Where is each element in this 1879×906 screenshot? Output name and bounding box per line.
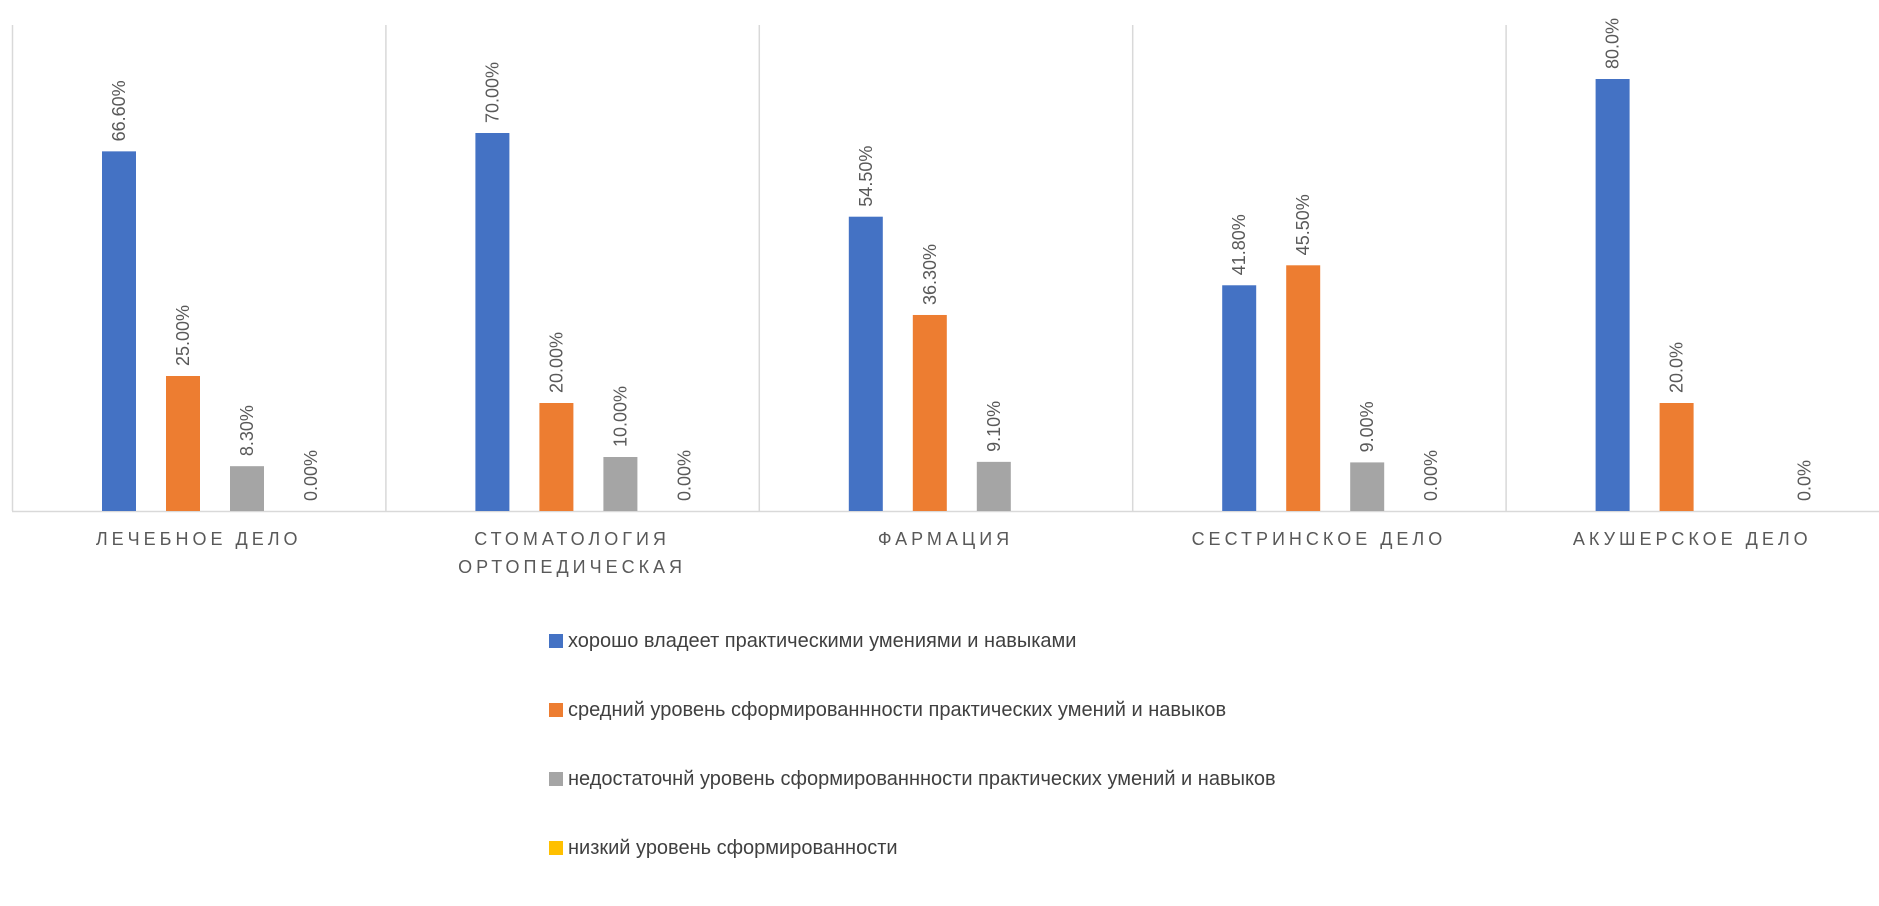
bar-series1 bbox=[1222, 285, 1256, 511]
category-label: ЛЕЧЕБНОЕ ДЕЛО bbox=[96, 529, 302, 549]
data-label: 45.50% bbox=[1293, 194, 1313, 255]
legend-swatch-low bbox=[549, 841, 563, 855]
data-label: 80.0% bbox=[1603, 18, 1623, 69]
bar-series2 bbox=[539, 403, 573, 511]
data-label: 41.80% bbox=[1229, 214, 1249, 275]
data-label: 10.00% bbox=[610, 386, 630, 447]
category-label: ОРТОПЕДИЧЕСКАЯ bbox=[458, 557, 686, 577]
data-label: 70.00% bbox=[482, 62, 502, 123]
category-label: СЕСТРИНСКОЕ ДЕЛО bbox=[1192, 529, 1447, 549]
data-label: 0.00% bbox=[1421, 450, 1441, 501]
bar-series2 bbox=[166, 376, 200, 511]
data-label: 9.00% bbox=[1357, 401, 1377, 452]
category-label: ФАРМАЦИЯ bbox=[878, 529, 1013, 549]
data-label: 20.00% bbox=[546, 332, 566, 393]
data-label: 36.30% bbox=[920, 244, 940, 305]
data-label: 0.0% bbox=[1795, 460, 1815, 501]
bar-series1 bbox=[475, 133, 509, 511]
bar-series3 bbox=[603, 457, 637, 511]
bar-series3 bbox=[230, 466, 264, 511]
data-label: 20.0% bbox=[1667, 342, 1687, 393]
legend-item-insufficient: недостаточнй уровень сформированнности п… bbox=[549, 768, 1449, 837]
legend-swatch-good bbox=[549, 634, 563, 648]
legend-label-low: низкий уровень сформированности bbox=[568, 837, 898, 859]
bar-series3 bbox=[977, 462, 1011, 511]
legend-swatch-insufficient bbox=[549, 772, 563, 786]
bar-series1 bbox=[1596, 79, 1630, 511]
legend-label-good: хорошо владеет практическими умениями и … bbox=[568, 630, 1076, 652]
bar-series3 bbox=[1350, 462, 1384, 511]
data-label: 8.30% bbox=[237, 405, 257, 456]
bar-series1 bbox=[849, 217, 883, 511]
legend-item-low: низкий уровень сформированности bbox=[549, 837, 1449, 906]
bar-chart: 66.60% 25.00% 8.30% 0.00% ЛЕЧЕБНОЕ ДЕЛО 70.00… bbox=[0, 0, 1879, 620]
data-label: 66.60% bbox=[109, 80, 129, 141]
legend-swatch-medium bbox=[549, 703, 563, 717]
bar-series2 bbox=[913, 315, 947, 511]
category-label: АКУШЕРСКОЕ ДЕЛО bbox=[1573, 529, 1812, 549]
data-label: 0.00% bbox=[674, 450, 694, 501]
bar-series2 bbox=[1660, 403, 1694, 511]
legend-label-medium: средний уровень сформированнности практи… bbox=[568, 699, 1226, 721]
data-label: 54.50% bbox=[856, 146, 876, 207]
category-label: СТОМАТОЛОГИЯ bbox=[474, 529, 670, 549]
data-label: 9.10% bbox=[984, 401, 1004, 452]
data-label: 0.00% bbox=[301, 450, 321, 501]
legend-label-insufficient: недостаточнй уровень сформированнности п… bbox=[568, 768, 1276, 790]
legend-item-good: хорошо владеет практическими умениями и … bbox=[549, 630, 1449, 699]
data-label: 25.00% bbox=[173, 305, 193, 366]
legend-item-medium: средний уровень сформированнности практи… bbox=[549, 699, 1449, 768]
bar-series2 bbox=[1286, 265, 1320, 511]
bar-series1 bbox=[102, 151, 136, 511]
legend: хорошо владеет практическими умениями и … bbox=[549, 630, 1449, 906]
